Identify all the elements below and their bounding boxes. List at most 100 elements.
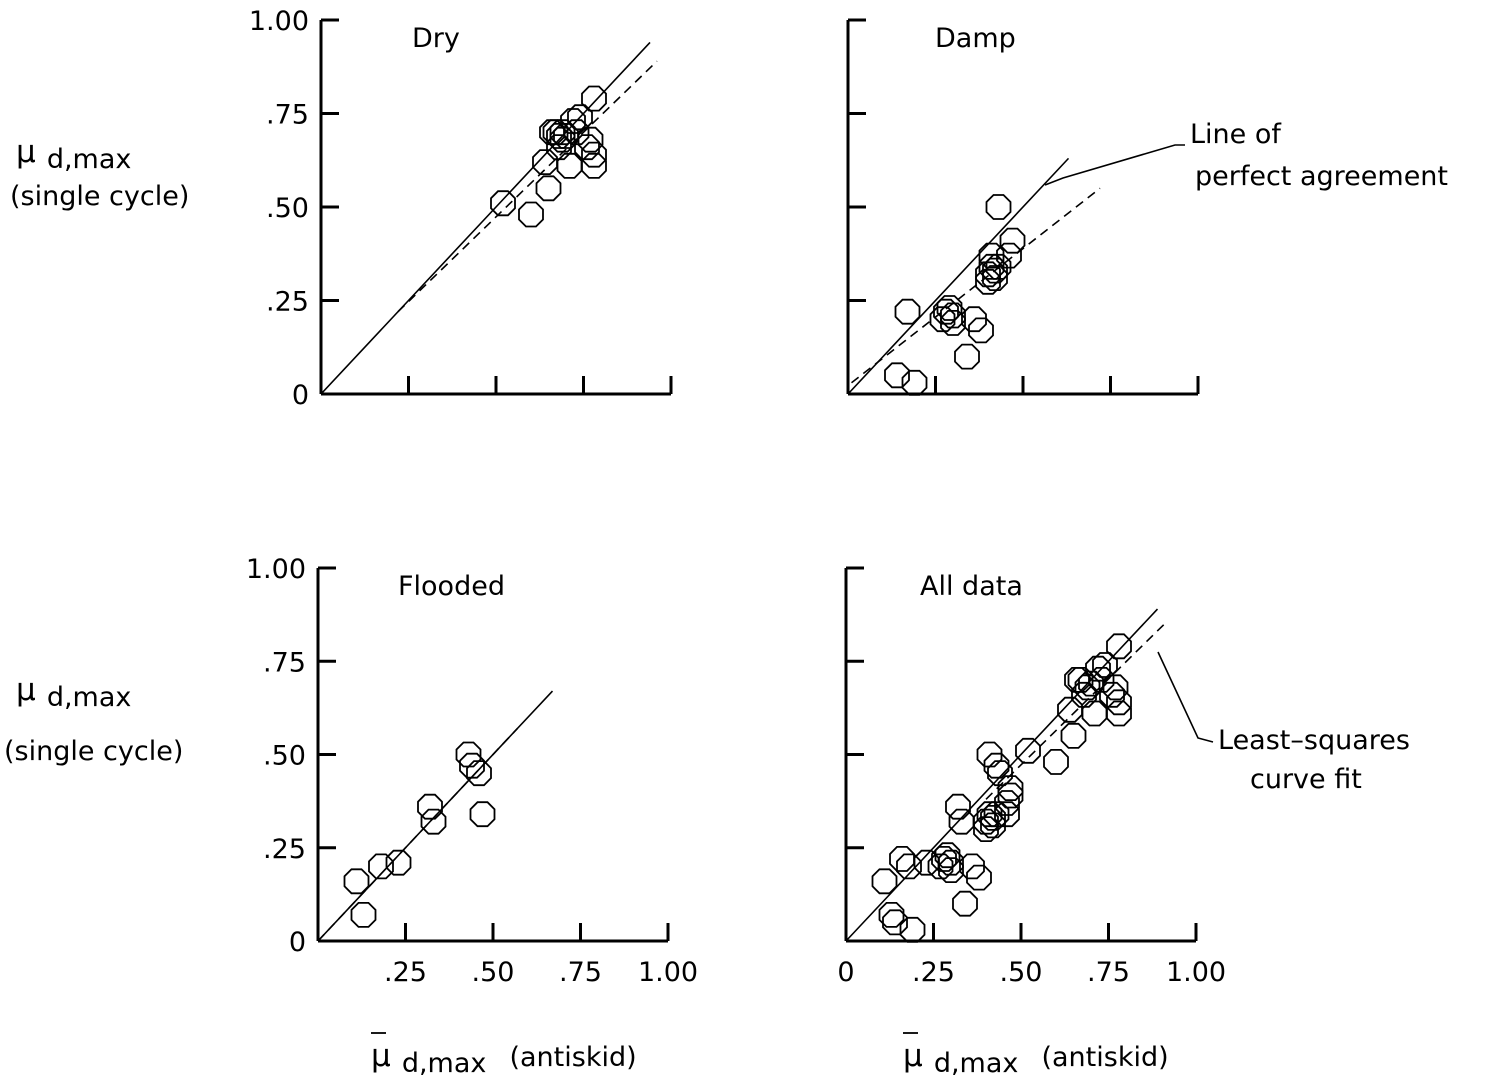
annotation-least-squares: Least–squares curve fit [1157,651,1410,795]
data-point-all-data [896,853,922,880]
y-tick-label-flooded: .50 [263,741,306,772]
annotation-perfect-leader [1044,144,1185,186]
data-point-flooded [385,849,412,876]
svg-text:μ d,max: μ d,max [16,134,131,175]
data-point-dry [581,152,607,179]
annotation-lsq-leader [1157,651,1214,743]
data-point-flooded [455,741,482,768]
data-point-all-data [1106,689,1132,716]
y-tick-label-flooded: .25 [263,834,306,865]
least-squares-line-all-data [985,623,1166,800]
data-point-all-data [1043,749,1069,775]
data-point-dry [581,141,607,168]
data-point-all-data [938,849,964,876]
data-point-damp [975,268,1001,295]
x-label-mu-right: μ [903,1038,923,1074]
data-point-damp [996,242,1022,269]
data-point-damp [933,298,959,325]
annotation-lsq-line2: curve fit [1250,764,1362,795]
y-tick-label-flooded: 1.00 [246,554,306,585]
data-point-dry [535,175,562,202]
data-point-flooded [350,902,377,928]
panel-all-data: All data 0 .25 .50 .75 1.00 [837,566,1226,988]
data-point-dry [556,152,583,179]
data-point-all-data [1060,722,1087,749]
x-axis-label-left: μ d,max (antiskid) [371,1032,637,1079]
data-point-all-data [1085,655,1111,682]
svg-text:μ d,max (antiskid): μ d,max (antiskid) [371,1038,637,1079]
data-point-dry [490,190,516,217]
data-point-all-data [1102,674,1129,701]
y-axis-label-top: μ d,max (single cycle) [10,134,189,212]
panel-title-all-data: All data [920,571,1023,602]
data-point-damp [894,298,921,325]
data-point-flooded [466,760,492,787]
perfect-agreement-line-damp [847,157,1070,395]
data-point-all-data [994,790,1020,816]
data-point-dry [574,134,600,161]
data-point-flooded [343,868,370,895]
x-tick-label-flooded: 1.00 [638,957,698,988]
panel-title-damp: Damp [935,23,1016,54]
svg-text:μ d,max (antiskid): μ d,max (antiskid) [903,1038,1169,1079]
data-point-all-data [980,805,1006,831]
panel-flooded: Flooded 0 .25 .50 .75 1.00 .25 .50 .75 1.00 [246,554,698,988]
x-label-suffix-left: (antiskid) [509,1042,636,1073]
data-point-damp [940,302,966,329]
data-point-all-data [980,812,1006,839]
data-point-all-data [1015,737,1041,764]
data-point-damp [999,227,1026,254]
perfect-agreement-line-all-data [845,608,1159,942]
data-point-damp [985,194,1012,220]
panel-title-flooded: Flooded [398,571,505,602]
data-point-all-data [878,902,905,928]
x-tick-label-all-data: 0 [837,957,854,988]
panel-title-dry: Dry [412,23,460,54]
data-point-damp [936,295,963,321]
data-point-all-data [899,916,926,943]
data-point-all-data [1099,681,1125,708]
data-point-flooded [368,853,394,880]
data-point-all-data [945,793,971,820]
data-point-all-data [976,741,1003,768]
x-tick-label-flooded: .50 [472,957,515,988]
x-label-sub-left: d,max [402,1048,487,1079]
annotation-perfect-line1: Line of [1190,119,1282,150]
x-tick-label-all-data: .25 [912,957,955,988]
data-point-dry [581,85,607,112]
data-point-damp [901,369,928,396]
data-point-damp [982,257,1008,284]
x-label-suffix-right: (antiskid) [1041,1042,1168,1073]
data-point-all-data [959,853,985,880]
data-point-all-data [1081,700,1108,727]
x-label-sub-right: d,max [934,1048,1019,1079]
data-point-dry [532,149,558,176]
y-axis-label-bottom: μ d,max (single cycle) [4,672,183,767]
data-point-flooded [459,752,485,779]
panel-damp: Damp [846,18,1200,396]
y-tick-label-dry: 0 [292,380,309,411]
x-axis-label-right: μ d,max (antiskid) [903,1032,1169,1079]
x-tick-label-flooded: .25 [384,957,427,988]
y-label-sub-bottom: d,max [47,682,132,713]
data-point-flooded [469,801,496,828]
data-point-flooded [417,793,443,820]
y-tick-label-dry: .50 [266,193,309,224]
data-point-all-data [997,775,1024,801]
x-tick-label-all-data: 1.00 [1166,957,1226,988]
y-label-line2-top: (single cycle) [10,181,189,212]
x-label-mu-left: μ [371,1038,391,1074]
y-label-line2-bottom: (single cycle) [4,736,183,767]
data-point-all-data [934,842,961,869]
y-tick-label-flooded: .75 [263,647,306,678]
y-tick-label-flooded: 0 [289,927,306,958]
data-point-all-data [983,752,1010,779]
data-point-all-data [889,846,915,872]
data-point-damp [978,242,1005,269]
svg-text:μ d,max: μ d,max [16,672,131,713]
data-point-damp [884,362,910,389]
data-point-all-data [997,782,1024,809]
perfect-agreement-line-dry [320,41,651,395]
data-point-all-data [987,760,1013,787]
data-point-damp [968,317,994,344]
